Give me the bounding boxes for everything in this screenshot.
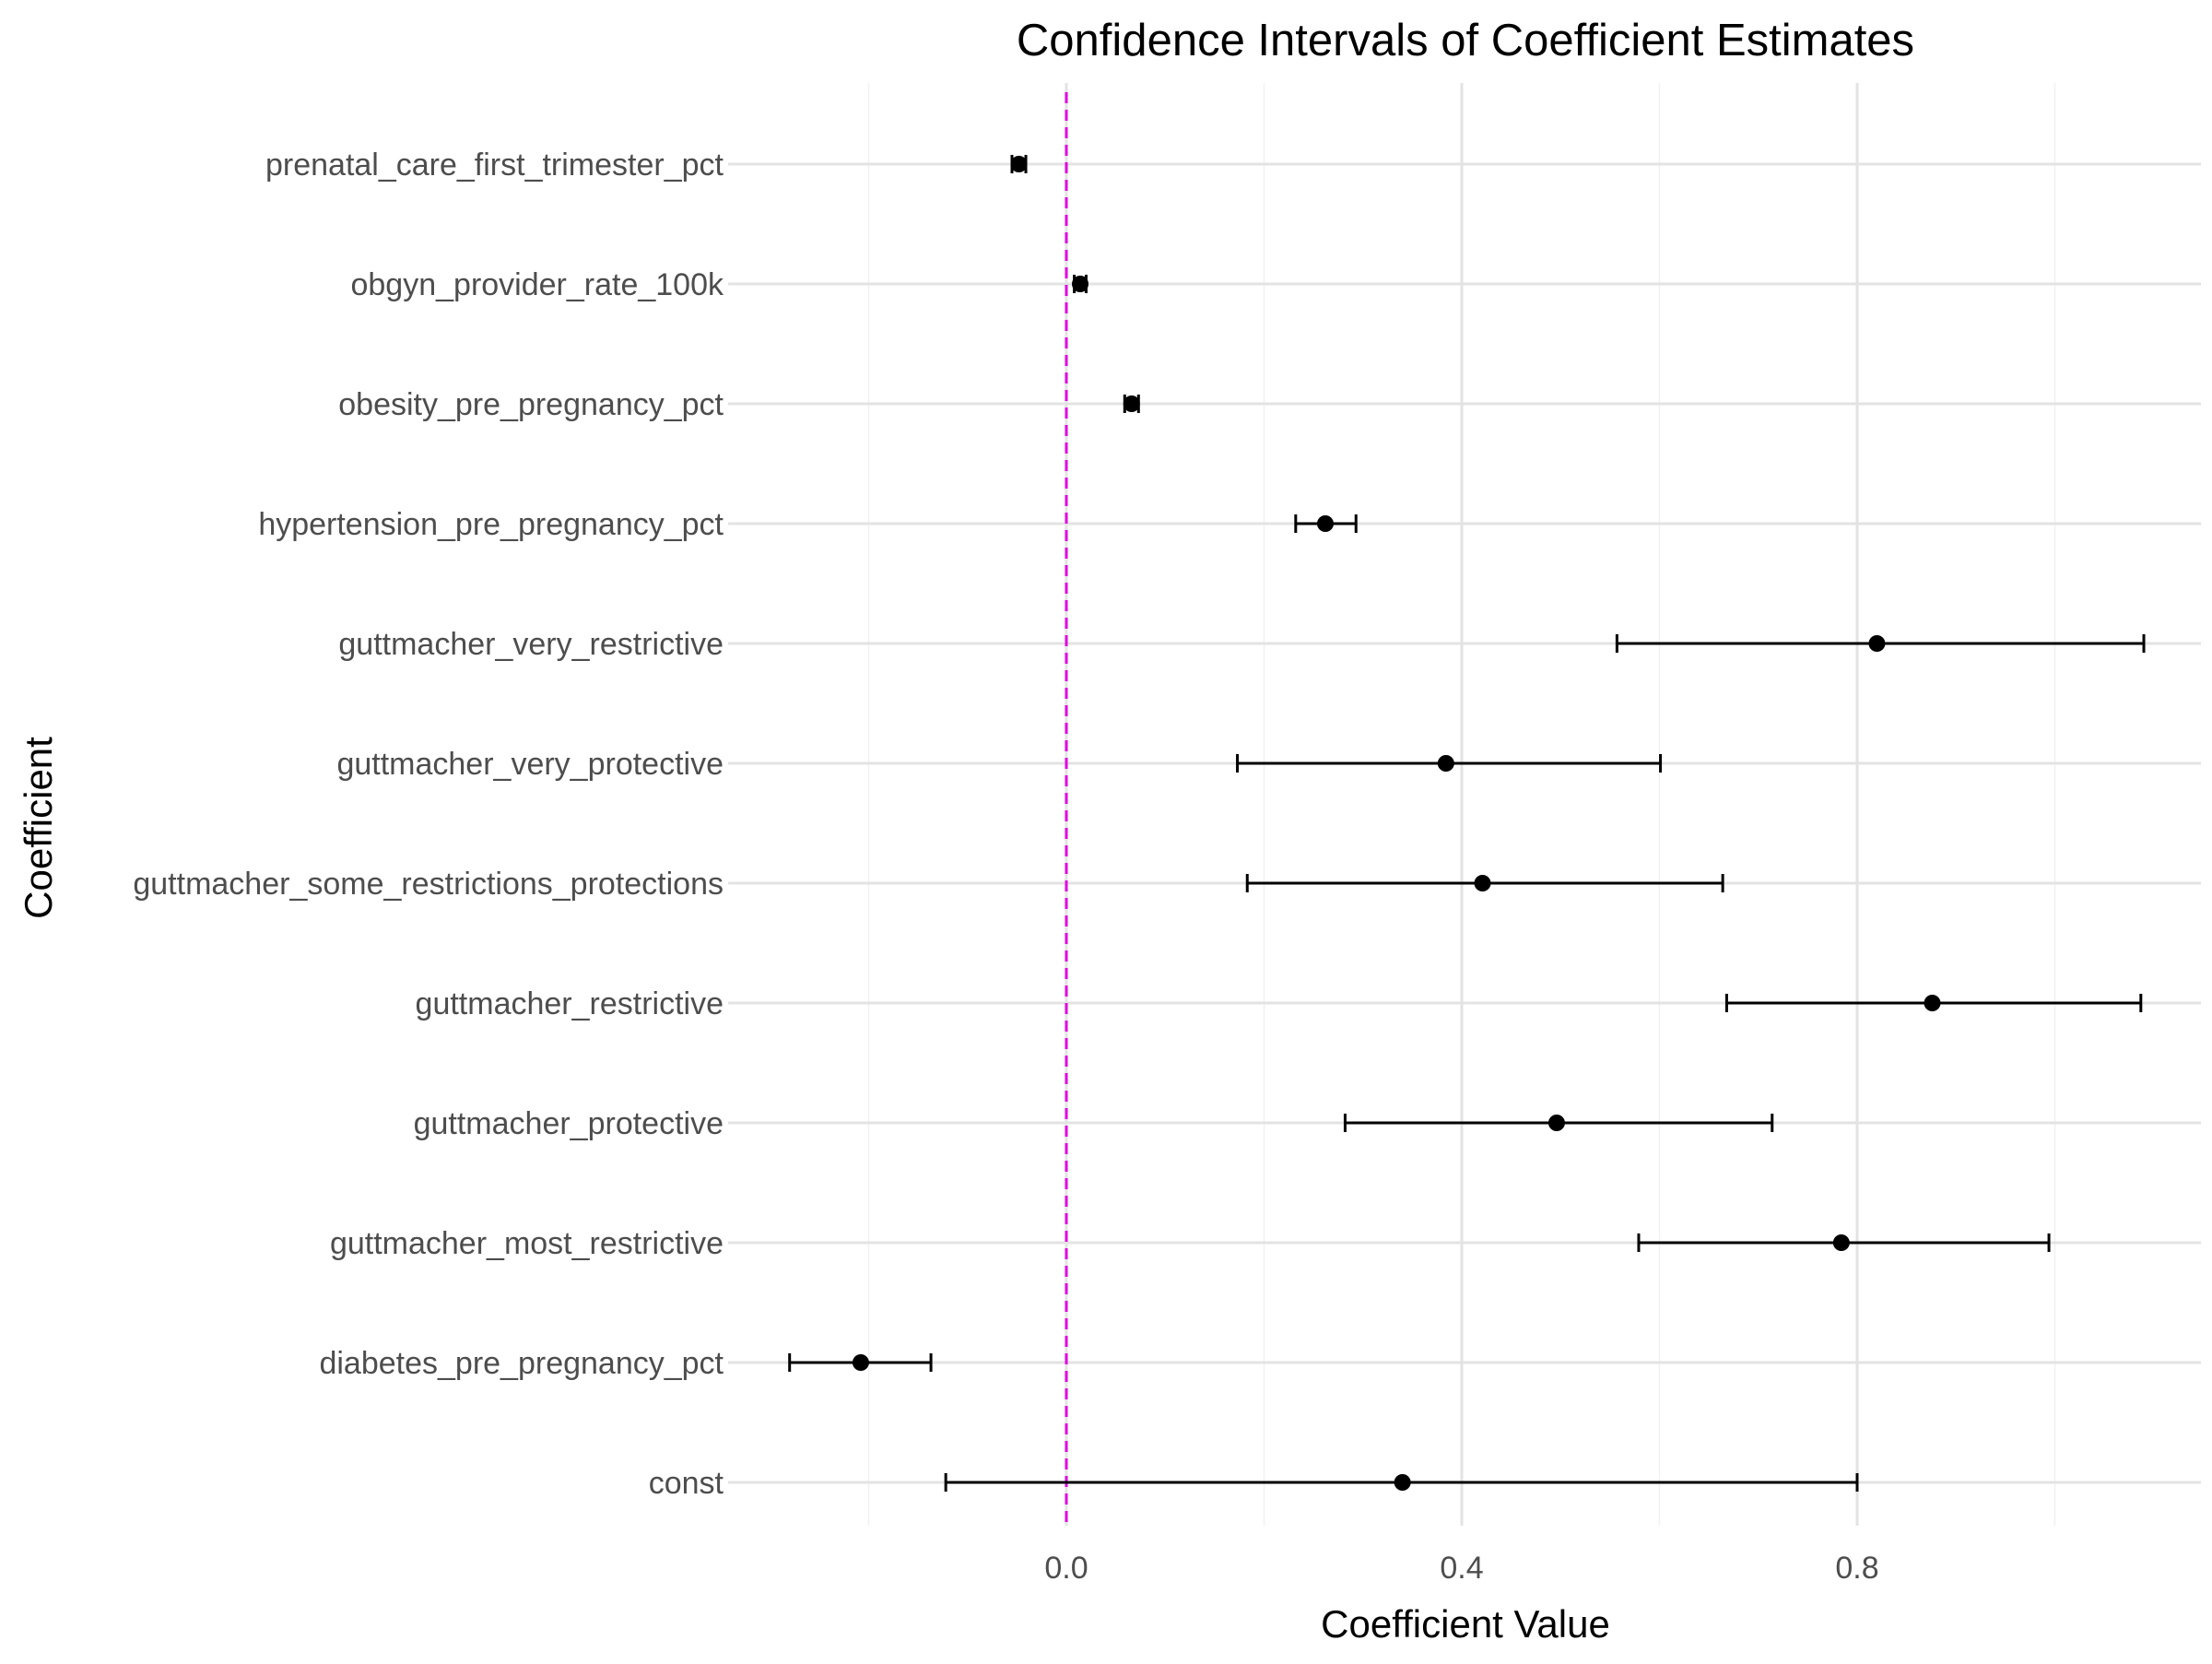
y-tick-label: obesity_pre_pregnancy_pct <box>338 387 724 422</box>
y-tick-label: const <box>649 1466 724 1501</box>
error-bars <box>788 155 2146 1492</box>
chart-title: Confidence Intervals of Coefficient Esti… <box>1017 16 1914 65</box>
estimate-point <box>1437 755 1454 772</box>
estimate-point <box>852 1354 869 1371</box>
estimate-point <box>1394 1474 1411 1491</box>
x-tick-label: 0.8 <box>1835 1551 1878 1586</box>
x-axis-label: Coefficient Value <box>1321 1602 1610 1646</box>
y-tick-label: guttmacher_most_restrictive <box>330 1226 724 1261</box>
grid <box>728 83 2201 1526</box>
y-tick-labels: prenatal_care_first_trimester_pct obgyn_p… <box>133 148 724 1501</box>
y-axis-label: Coefficient <box>17 737 60 919</box>
y-tick-label: obgyn_provider_rate_100k <box>350 267 724 302</box>
estimate-point <box>1868 635 1886 652</box>
x-tick-label: 0.0 <box>1044 1551 1088 1586</box>
y-tick-label: prenatal_care_first_trimester_pct <box>265 148 724 183</box>
estimate-point <box>1547 1115 1565 1131</box>
y-tick-label: guttmacher_restrictive <box>416 986 724 1021</box>
x-tick-label: 0.4 <box>1440 1551 1483 1586</box>
y-tick-label: guttmacher_protective <box>414 1106 724 1141</box>
estimate-point <box>1474 875 1491 891</box>
y-tick-label: guttmacher_very_restrictive <box>338 627 724 662</box>
estimate-point <box>1924 995 1941 1011</box>
y-tick-label: guttmacher_very_protective <box>336 747 724 782</box>
x-tick-labels: 0.0 0.4 0.8 <box>1044 1551 1878 1586</box>
estimate-point <box>1832 1234 1850 1251</box>
estimate-point <box>1072 276 1089 292</box>
estimate-point <box>1123 395 1140 412</box>
estimate-point <box>1010 156 1028 172</box>
y-tick-label: guttmacher_some_restrictions_protections <box>133 867 724 902</box>
y-tick-label: diabetes_pre_pregnancy_pct <box>319 1346 724 1381</box>
estimate-point <box>1316 515 1334 532</box>
y-tick-label: hypertension_pre_pregnancy_pct <box>258 507 724 542</box>
